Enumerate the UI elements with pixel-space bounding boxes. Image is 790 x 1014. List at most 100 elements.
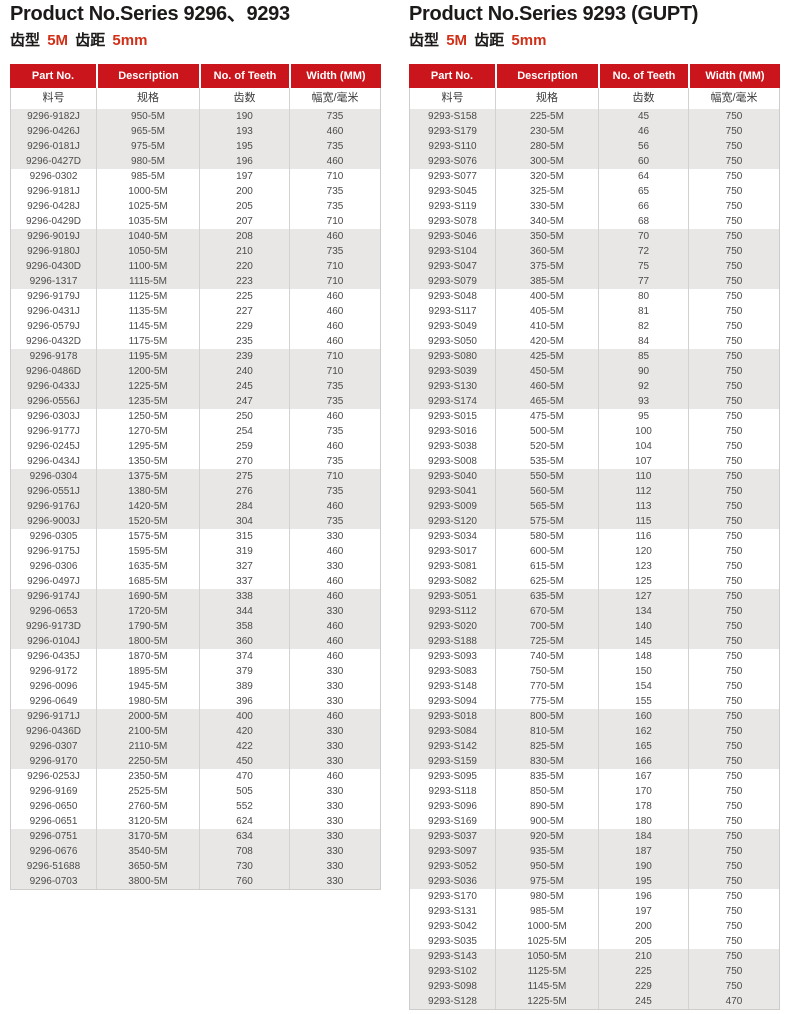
cell-part-no: 9296-9171J: [11, 709, 97, 724]
table-row: 9293-S112 670-5M 134 750: [410, 604, 779, 619]
cell-width: 460: [326, 231, 344, 242]
cell-description: 1980-5M: [97, 694, 200, 709]
table-row: 9293-S159 830-5M 166 750: [410, 754, 779, 769]
cell-part-no: 9296-0676: [11, 844, 97, 859]
table-row: 9296-0427D 980-5M 196 460: [11, 154, 380, 169]
cell-part-no: 9293-S041: [410, 484, 496, 499]
cell-description: 3800-5M: [97, 874, 200, 889]
cell-description: 1050-5M: [97, 244, 200, 259]
cell-teeth: 270: [200, 454, 290, 469]
table-row: 9296-9175J 1595-5M 319 460: [11, 544, 380, 559]
cell-part-no: 9293-S045: [410, 184, 496, 199]
cell-description: 300-5M: [496, 154, 599, 169]
cell-part-no: 9293-S084: [410, 724, 496, 739]
cell-teeth: 245: [599, 994, 689, 1009]
cell-part-no: 9293-S098: [410, 979, 496, 994]
table-row: 9293-S158 225-5M 45 750: [410, 109, 779, 124]
cell-teeth: 276: [200, 484, 290, 499]
cell-width: 750: [725, 276, 743, 287]
table-row: 9293-S039 450-5M 90 750: [410, 364, 779, 379]
cell-teeth: 227: [200, 304, 290, 319]
cell-part-no: 9293-S158: [410, 109, 496, 124]
cell-width: 750: [725, 366, 743, 377]
cell-teeth: 170: [599, 784, 689, 799]
table-row: 9293-S020 700-5M 140 750: [410, 619, 779, 634]
section-subtitle: 齿型 5M 齿距 5mm: [409, 31, 780, 51]
cell-description: 950-5M: [496, 859, 599, 874]
cell-part-no: 9293-S082: [410, 574, 496, 589]
table-row: 9293-S093 740-5M 148 750: [410, 649, 779, 664]
cell-part-no: 9293-S047: [410, 259, 496, 274]
cell-part-no: 9296-9169: [11, 784, 97, 799]
cell-description: 1040-5M: [97, 229, 200, 244]
cell-width: 750: [725, 426, 743, 437]
cell-description: 2000-5M: [97, 709, 200, 724]
cell-part-no: 9296-9182J: [11, 109, 97, 124]
cell-part-no: 9293-S120: [410, 514, 496, 529]
cell-width: 750: [725, 546, 743, 557]
cell-description: 535-5M: [496, 454, 599, 469]
cell-description: 1145-5M: [97, 319, 200, 334]
cell-part-no: 9296-0703: [11, 874, 97, 889]
section-title: Product No.Series 9296、9293: [10, 3, 290, 25]
cell-description: 1270-5M: [97, 424, 200, 439]
cell-teeth: 229: [599, 979, 689, 994]
cell-part-no: 9293-S080: [410, 349, 496, 364]
table-row: 9293-S096 890-5M 178 750: [410, 799, 779, 814]
cell-description: 1195-5M: [97, 349, 200, 364]
cell-part-no: 9293-S131: [410, 904, 496, 919]
cell-description: 1035-5M: [97, 214, 200, 229]
cell-width: 750: [725, 651, 743, 662]
cell-width: 735: [326, 381, 344, 392]
table-row: 9293-S131 985-5M 197 750: [410, 904, 779, 919]
cell-teeth: 205: [200, 199, 290, 214]
cell-teeth: 82: [599, 319, 689, 334]
cell-teeth: 145: [599, 634, 689, 649]
subheader-teeth-cn: 齿数: [599, 88, 689, 109]
cell-description: 635-5M: [496, 589, 599, 604]
table-row: 9293-S179 230-5M 46 750: [410, 124, 779, 139]
table-row: 9293-S118 850-5M 170 750: [410, 784, 779, 799]
cell-teeth: 112: [599, 484, 689, 499]
subtitle-label-pitch: 齿距: [75, 32, 106, 49]
cell-width: 460: [326, 591, 344, 602]
cell-teeth: 60: [599, 154, 689, 169]
cell-width: 750: [725, 621, 743, 632]
header-description: Description: [497, 64, 598, 88]
cell-description: 935-5M: [496, 844, 599, 859]
cell-description: 1790-5M: [97, 619, 200, 634]
cell-teeth: 113: [599, 499, 689, 514]
cell-teeth: 239: [200, 349, 290, 364]
cell-part-no: 9293-S076: [410, 154, 496, 169]
cell-teeth: 304: [200, 514, 290, 529]
cell-width: 750: [725, 801, 743, 812]
table-row: 9296-9181J 1000-5M 200 735: [11, 184, 380, 199]
cell-description: 770-5M: [496, 679, 599, 694]
table-row: 9293-S080 425-5M 85 750: [410, 349, 779, 364]
table-row: 9296-0649 1980-5M 396 330: [11, 694, 380, 709]
table-row: 9293-S036 975-5M 195 750: [410, 874, 779, 889]
subtitle-value-pitch: 5mm: [511, 32, 547, 49]
cell-part-no: 9296-9175J: [11, 544, 97, 559]
cell-description: 830-5M: [496, 754, 599, 769]
cell-part-no: 9296-9003J: [11, 514, 97, 529]
table-row: 9293-S120 575-5M 115 750: [410, 514, 779, 529]
cell-teeth: 200: [599, 919, 689, 934]
cell-description: 1800-5M: [97, 634, 200, 649]
cell-part-no: 9296-0650: [11, 799, 97, 814]
cell-part-no: 9296-0245J: [11, 439, 97, 454]
cell-width: 330: [326, 696, 344, 707]
cell-description: 2250-5M: [97, 754, 200, 769]
table-row: 9293-S040 550-5M 110 750: [410, 469, 779, 484]
cell-teeth: 178: [599, 799, 689, 814]
cell-description: 1520-5M: [97, 514, 200, 529]
cell-part-no: 9296-9019J: [11, 229, 97, 244]
cell-part-no: 9293-S110: [410, 139, 496, 154]
cell-teeth: 167: [599, 769, 689, 784]
table-row: 9296-0429D 1035-5M 207 710: [11, 214, 380, 229]
cell-width: 330: [326, 606, 344, 617]
cell-part-no: 9293-S040: [410, 469, 496, 484]
cell-width: 750: [725, 441, 743, 452]
table-row: 9293-S110 280-5M 56 750: [410, 139, 779, 154]
subtitle-value-tooth-type: 5M: [47, 32, 69, 49]
